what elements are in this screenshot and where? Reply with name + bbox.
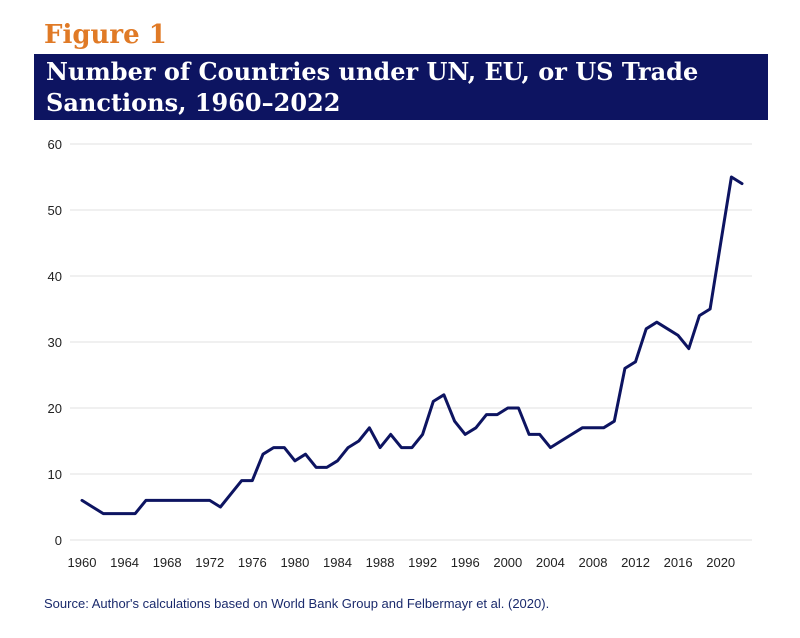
series-line <box>80 175 744 516</box>
x-tick-label: 1988 <box>366 555 395 570</box>
y-tick-label: 60 <box>48 137 62 152</box>
x-tick-label: 2000 <box>493 555 522 570</box>
y-tick-label: 30 <box>48 335 62 350</box>
chart-title-line-2: Sanctions, 1960–2022 <box>46 88 341 117</box>
chart-title: Number of Countries under UN, EU, or US … <box>46 56 758 118</box>
x-tick-label: 1972 <box>195 555 224 570</box>
source-note: Source: Author's calculations based on W… <box>44 596 550 611</box>
figure-label: Figure 1 <box>44 20 167 50</box>
x-tick-label: 1968 <box>153 555 182 570</box>
x-tick-label: 1964 <box>110 555 139 570</box>
x-tick-label: 2008 <box>579 555 608 570</box>
x-tick-label: 1960 <box>68 555 97 570</box>
y-tick-label: 20 <box>48 401 62 416</box>
x-tick-label: 2012 <box>621 555 650 570</box>
x-tick-label: 1980 <box>280 555 309 570</box>
x-tick-label: 1976 <box>238 555 267 570</box>
y-tick-label: 0 <box>55 533 62 548</box>
x-tick-label: 2020 <box>706 555 735 570</box>
chart-title-line-1: Number of Countries under UN, EU, or US … <box>46 57 699 86</box>
x-axis-ticks: 1960 1964 1968 1972 1976 1980 1984 1988 1992 1996… <box>68 555 736 570</box>
y-tick-label: 40 <box>48 269 62 284</box>
x-tick-label: 1984 <box>323 555 352 570</box>
y-tick-label: 50 <box>48 203 62 218</box>
chart-title-band: Number of Countries under UN, EU, or US … <box>34 54 768 120</box>
grid-lines <box>70 143 752 541</box>
x-tick-label: 1996 <box>451 555 480 570</box>
y-axis-ticks: 0 10 20 30 40 50 60 <box>48 137 62 548</box>
x-tick-label: 1992 <box>408 555 437 570</box>
x-tick-label: 2004 <box>536 555 565 570</box>
y-tick-label: 10 <box>48 467 62 482</box>
x-tick-label: 2016 <box>664 555 693 570</box>
